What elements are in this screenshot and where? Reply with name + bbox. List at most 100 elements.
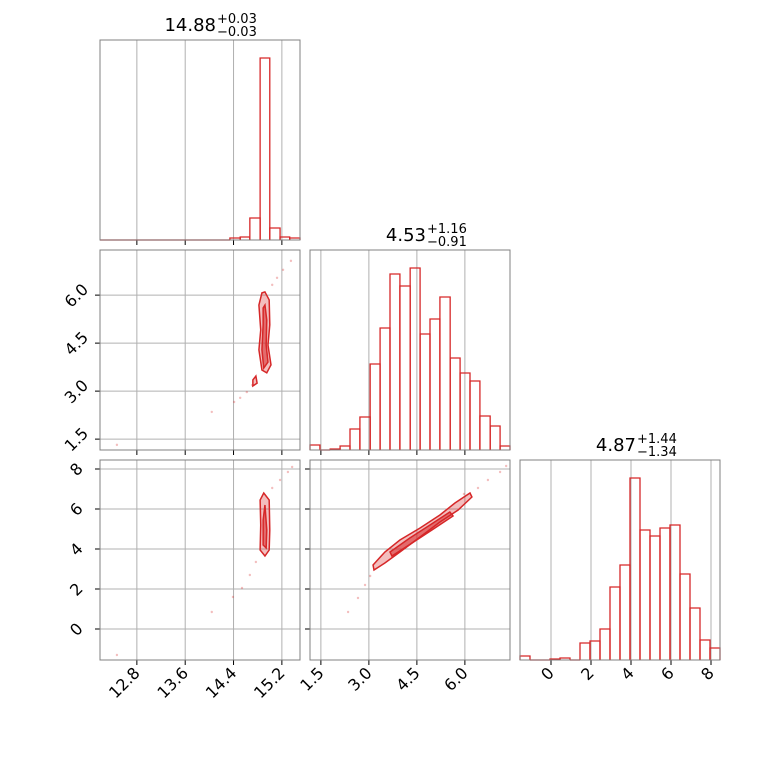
histogram-bar — [599, 628, 611, 660]
x-tick-label: 8 — [697, 663, 718, 684]
histogram-bar — [609, 586, 621, 660]
contour — [389, 510, 455, 558]
y-tick-label: 3.0 — [61, 376, 92, 407]
sample-point — [363, 583, 367, 587]
sample-point — [231, 595, 235, 599]
x-tick-label: 0 — [537, 663, 558, 684]
histogram-bar — [389, 273, 401, 450]
panel-frame — [99, 459, 301, 661]
x-tick-label: 2 — [577, 663, 598, 684]
sample-point — [210, 610, 213, 614]
panel-frame — [309, 459, 511, 661]
panel: 0 2 4 6 8 4.87 +1.44−1.34 — [519, 432, 721, 684]
x-tick-label: 12.8 — [105, 663, 144, 702]
title-upper: +1.16 — [427, 222, 467, 237]
histogram-bar — [249, 217, 261, 240]
histogram-bar — [499, 445, 511, 450]
histogram-bar — [439, 296, 451, 450]
sample-point — [278, 478, 282, 482]
histogram-bar — [649, 535, 661, 660]
y-tick-label: 0 — [66, 619, 87, 640]
histogram-bar — [469, 380, 481, 450]
panel: 4.53 +1.16−0.91 — [309, 222, 511, 455]
sample-point — [271, 283, 274, 287]
sample-point — [486, 478, 490, 482]
contour — [252, 374, 258, 388]
histogram-bar — [419, 333, 431, 450]
y-tick-label: 6.0 — [61, 280, 92, 311]
sample-point — [240, 586, 244, 590]
histogram-bar — [449, 357, 461, 450]
x-tick-label: 14.4 — [202, 663, 241, 702]
y-tick-label: 6 — [66, 499, 87, 520]
y-tick-label: 8 — [66, 459, 87, 480]
histogram-bar — [259, 57, 271, 240]
sample-point — [115, 653, 119, 657]
histogram-bar — [699, 639, 711, 660]
panel-frame — [519, 459, 721, 661]
sample-point — [245, 390, 249, 394]
contour — [262, 504, 268, 550]
y-tick-label: 2 — [66, 579, 87, 600]
sample-point — [281, 268, 285, 272]
x-tick-label: 4.5 — [392, 663, 423, 694]
title-lower: −0.91 — [427, 235, 467, 250]
sample-point — [115, 443, 119, 447]
y-tick-label: 4 — [66, 539, 87, 560]
sample-point — [346, 610, 350, 614]
y-tick-label: 4.5 — [61, 328, 92, 359]
sample-point — [271, 486, 274, 490]
sample-point — [210, 410, 213, 414]
histogram-bar — [399, 285, 411, 450]
sample-point — [232, 400, 236, 404]
sample-point — [289, 259, 293, 263]
x-tick-label: 1.5 — [296, 663, 327, 694]
sample-point — [238, 396, 242, 400]
histogram-bar — [349, 428, 361, 450]
panel-frame — [99, 249, 301, 451]
histogram-bar — [409, 267, 421, 450]
histogram-bar — [269, 227, 281, 240]
title-lower: −0.03 — [217, 25, 257, 40]
sample-point — [498, 470, 502, 474]
histogram-bar — [579, 642, 591, 660]
histogram-bar — [639, 529, 651, 660]
x-tick-label: 3.0 — [344, 663, 375, 694]
histogram-bar — [339, 445, 351, 450]
title-upper: +1.44 — [637, 432, 677, 447]
title-lower: −1.34 — [637, 445, 677, 460]
sample-point — [462, 492, 466, 496]
histogram-bar — [519, 655, 531, 660]
title: 14.88 — [164, 15, 216, 36]
x-tick-label: 4 — [617, 663, 638, 684]
histogram-bar — [679, 573, 691, 660]
sample-point — [248, 573, 252, 577]
panel: 1.5 3.0 4.5 6.0 — [61, 249, 301, 455]
title: 4.53 — [386, 225, 426, 246]
contour — [261, 302, 269, 371]
x-tick-label: 15.2 — [250, 663, 289, 702]
sample-point — [356, 596, 360, 600]
panel-frame — [99, 39, 301, 241]
sample-point — [504, 464, 508, 468]
panel: 14.88 +0.03−0.03 — [99, 12, 301, 245]
histogram-bar — [429, 318, 441, 450]
sample-point — [476, 486, 480, 490]
histogram-bar — [689, 607, 701, 660]
histogram-bar — [559, 657, 571, 660]
sample-point — [286, 470, 290, 474]
sample-point — [275, 276, 279, 280]
sample-point — [368, 574, 372, 578]
x-tick-label: 6 — [657, 663, 678, 684]
title-upper: +0.03 — [217, 12, 257, 27]
panel: 12.8 13.6 14.4 15.2 0 2 4 6 8 — [66, 459, 301, 702]
histogram-bar — [379, 327, 391, 450]
y-tick-label: 1.5 — [61, 424, 92, 455]
histogram-bar — [309, 444, 321, 450]
title: 4.87 — [596, 435, 636, 456]
histogram-bar — [369, 363, 381, 450]
sample-point — [290, 465, 294, 469]
histogram-bar — [479, 415, 491, 450]
sample-point — [254, 560, 258, 564]
